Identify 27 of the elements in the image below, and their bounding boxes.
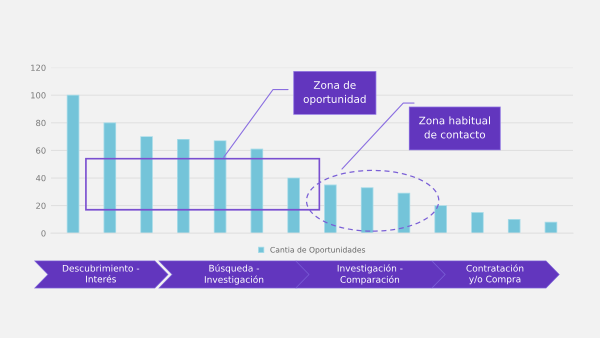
y-tick-label: 40 [36, 174, 46, 182]
y-tick-label: 80 [36, 120, 46, 126]
y-tick-label: 120 [31, 64, 46, 71]
y-tick-label: 60 [36, 147, 46, 154]
text: Contratación y/o Compra [466, 264, 524, 284]
text: Búsqueda - Investigación [204, 264, 264, 285]
bar [471, 212, 484, 234]
bar [544, 222, 558, 234]
bar [360, 187, 374, 234]
y-tick-label: 0 [41, 230, 46, 237]
bar [398, 192, 410, 234]
annotation: Zona de oportunidad [304, 80, 366, 106]
bar [324, 184, 337, 234]
text: Investigación - Comparación [338, 264, 403, 285]
bar [140, 136, 153, 234]
bar [66, 94, 80, 234]
annotation: Zona habitual de contacto [419, 116, 490, 138]
bar [434, 205, 447, 234]
bar [287, 178, 300, 234]
bar [177, 138, 190, 234]
bar [508, 219, 520, 234]
text: Descubrimiento - Interés [62, 264, 140, 282]
bar [104, 122, 116, 234]
y-tick-label: 20 [36, 202, 46, 209]
y-tick-label: 100 [31, 92, 46, 98]
bar [250, 148, 264, 234]
bar [214, 140, 226, 234]
